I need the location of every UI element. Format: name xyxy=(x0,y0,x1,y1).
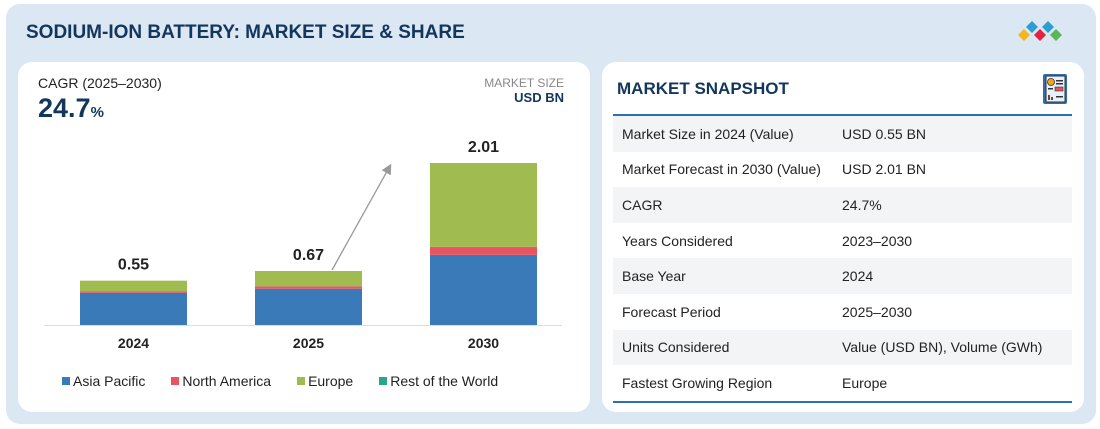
table-row: Base Year 2024 xyxy=(613,258,1072,294)
row-value: USD 0.55 BN xyxy=(842,125,927,142)
legend-item: Asia Pacific xyxy=(62,373,145,389)
bar-segment-asia-pacific xyxy=(80,292,187,325)
row-label: Base Year xyxy=(622,268,686,285)
row-value: 24.7% xyxy=(842,196,882,213)
data-label: 2.01 xyxy=(468,139,499,156)
legend-item: Rest of the World xyxy=(379,373,498,389)
legend-item: North America xyxy=(171,373,271,389)
row-label: Market Size in 2024 (Value) xyxy=(622,125,794,142)
x-tick-label: 2025 xyxy=(293,335,324,351)
legend-swatch xyxy=(62,377,70,385)
table-row: CAGR 24.7% xyxy=(613,187,1072,223)
brand-logo-icon xyxy=(1018,21,1062,41)
bar-segment-north-america xyxy=(255,286,362,289)
bar-segment-north-america xyxy=(430,246,537,255)
bar-segment-asia-pacific xyxy=(255,288,362,325)
legend-label: Rest of the World xyxy=(390,373,499,389)
x-tick-label: 2030 xyxy=(468,335,499,351)
row-value: Europe xyxy=(842,374,888,391)
table-row: Units Considered Value (USD BN), Volume (… xyxy=(613,329,1072,366)
market-size-label: MARKET SIZE xyxy=(484,76,564,90)
row-value: USD 2.01 BN xyxy=(842,161,927,178)
bar-segment-asia-pacific xyxy=(430,254,537,325)
row-label: Fastest Growing Region xyxy=(622,374,773,391)
legend-swatch xyxy=(297,377,306,385)
row-label: Units Considered xyxy=(622,339,730,356)
bar-segment-europe xyxy=(430,163,537,247)
table-row: Fastest Growing Region Europe xyxy=(613,365,1072,401)
cagr-label: CAGR (2025–2030) xyxy=(38,75,162,91)
row-label: CAGR xyxy=(622,196,663,213)
snapshot-title: MARKET SNAPSHOT xyxy=(617,79,789,98)
cagr-unit: % xyxy=(90,104,104,121)
cagr-value: 24.7% xyxy=(38,93,104,124)
cagr-number: 24.7 xyxy=(38,93,91,123)
bar-segment-europe xyxy=(255,271,362,287)
growth-arrow xyxy=(331,163,392,271)
legend-item: Europe xyxy=(297,373,353,389)
legend-swatch xyxy=(171,377,180,385)
row-value: 2023–2030 xyxy=(842,232,913,249)
legend-label: Asia Pacific xyxy=(73,373,146,389)
legend-label: North America xyxy=(182,373,272,389)
legend-label: Europe xyxy=(308,373,354,389)
row-label: Market Forecast in 2030 (Value) xyxy=(622,161,821,178)
bar-segment-europe xyxy=(80,280,187,292)
row-value: 2025–2030 xyxy=(842,303,913,320)
table-row: Forecast Period 2025–2030 xyxy=(613,294,1072,330)
table-row: Market Size in 2024 (Value) USD 0.55 BN xyxy=(613,116,1072,152)
data-label: 0.55 xyxy=(118,257,149,274)
row-value: 2024 xyxy=(842,268,874,285)
table-row: Years Considered 2023–2030 xyxy=(613,223,1072,259)
legend: Asia Pacific North America Europe Rest of t… xyxy=(62,373,524,389)
row-label: Years Considered xyxy=(622,232,733,249)
stacked-bar-chart: 0.55 2024 0.67 2025 2.01 2030 xyxy=(44,139,562,351)
row-value: Value (USD BN), Volume (GWh) xyxy=(842,339,1043,356)
x-tick-label: 2024 xyxy=(118,335,149,351)
table-row: Market Forecast in 2030 (Value) USD 2.01 … xyxy=(613,152,1072,188)
bar-segment-north-america xyxy=(80,291,187,293)
report-icon xyxy=(1043,74,1067,104)
row-label: Forecast Period xyxy=(622,303,721,320)
snapshot-table: Market Size in 2024 (Value) USD 0.55 BN Ma… xyxy=(613,114,1072,403)
data-label: 0.67 xyxy=(293,247,324,264)
page-title: SODIUM-ION BATTERY: MARKET SIZE & SHARE xyxy=(26,22,465,43)
legend-swatch xyxy=(379,377,388,385)
unit-label: USD BN xyxy=(514,90,564,105)
